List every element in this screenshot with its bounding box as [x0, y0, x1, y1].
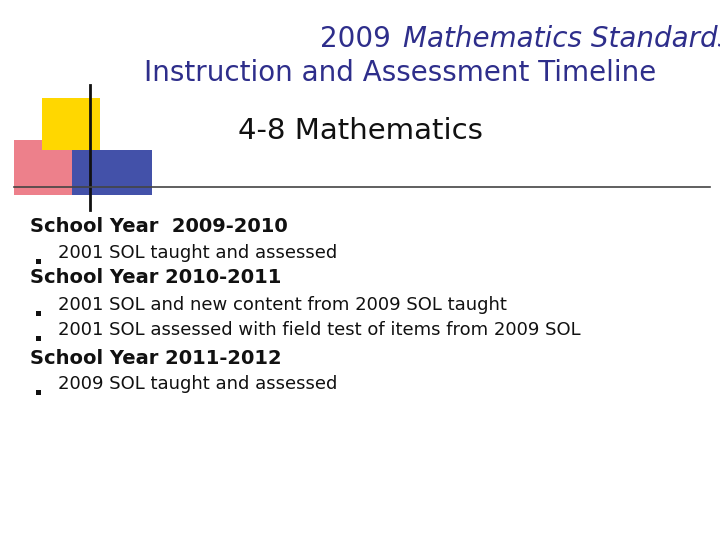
Bar — [36, 311, 41, 316]
Text: 4-8 Mathematics: 4-8 Mathematics — [238, 117, 482, 145]
Bar — [36, 259, 41, 264]
Bar — [36, 336, 41, 341]
Text: School Year 2010-2011: School Year 2010-2011 — [30, 268, 282, 287]
Text: School Year 2011-2012: School Year 2011-2012 — [30, 349, 282, 368]
Text: 2001 SOL and new content from 2009 SOL taught: 2001 SOL and new content from 2009 SOL t… — [58, 296, 507, 314]
Bar — [42, 98, 100, 150]
Text: Instruction and Assessment Timeline: Instruction and Assessment Timeline — [144, 59, 656, 87]
Text: 2001 SOL assessed with field test of items from 2009 SOL: 2001 SOL assessed with field test of ite… — [58, 321, 580, 339]
Text: Mathematics Standards of Learning: Mathematics Standards of Learning — [403, 25, 720, 53]
Bar — [14, 140, 72, 195]
Text: 2001 SOL taught and assessed: 2001 SOL taught and assessed — [58, 244, 337, 262]
Text: 2009: 2009 — [320, 25, 400, 53]
Text: School Year  2009-2010: School Year 2009-2010 — [30, 217, 288, 236]
Text: 2009 SOL taught and assessed: 2009 SOL taught and assessed — [58, 375, 338, 393]
Bar — [72, 150, 152, 195]
Bar — [36, 390, 41, 395]
